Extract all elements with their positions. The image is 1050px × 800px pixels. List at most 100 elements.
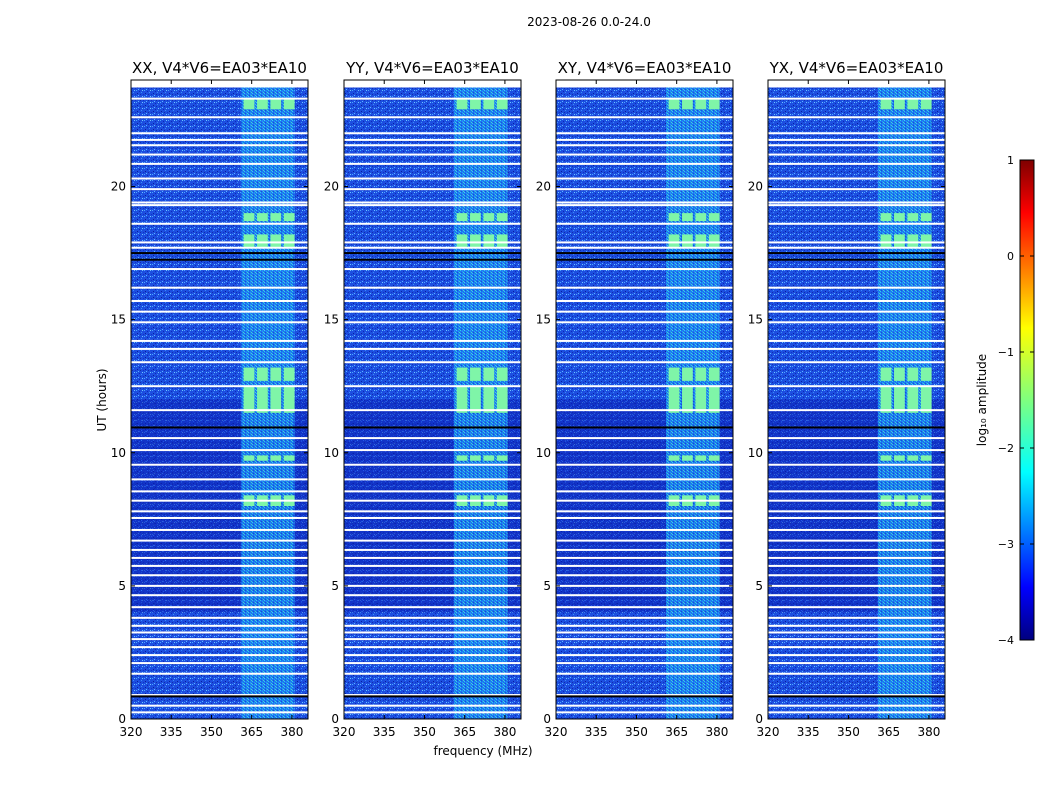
flagged-row: [344, 201, 521, 204]
flagged-row: [768, 711, 945, 714]
y-tick-label: 15: [748, 313, 763, 327]
flagged-row: [131, 574, 308, 577]
colorbar-tick-label: −1: [998, 346, 1014, 359]
black-row: [556, 252, 733, 255]
flagged-row: [768, 79, 945, 88]
flagged-row: [556, 594, 733, 597]
rfi-hotspot: [270, 98, 282, 110]
flagged-row: [768, 132, 945, 135]
flagged-row: [344, 222, 521, 225]
flagged-row: [556, 638, 733, 641]
figure-title: 2023-08-26 0.0-24.0: [527, 15, 651, 29]
rfi-hotspot: [682, 367, 693, 381]
rfi-hotspot: [708, 455, 720, 461]
flagged-row: [344, 499, 521, 502]
rfi-hotspot: [456, 234, 468, 248]
x-tick-label: 350: [837, 725, 860, 739]
rfi-hotspot: [257, 367, 268, 381]
rfi-hotspot: [483, 213, 495, 222]
flagged-row: [131, 299, 308, 302]
y-tick-label: 20: [536, 180, 551, 194]
colorbar-tick-label: −2: [998, 442, 1014, 455]
rfi-hotspot: [243, 213, 255, 222]
flagged-row: [556, 222, 733, 225]
flagged-row: [131, 711, 308, 714]
y-tick-label: 10: [324, 446, 339, 460]
x-tick-label: 335: [585, 725, 608, 739]
x-axis-label: frequency (MHz): [433, 744, 532, 758]
x-tick-label: 350: [200, 725, 223, 739]
x-tick-label: 335: [797, 725, 820, 739]
rfi-hotspot: [243, 98, 255, 110]
black-row: [131, 695, 308, 698]
flagged-row: [131, 437, 308, 440]
rfi-hotspot: [907, 213, 919, 222]
flagged-row: [768, 177, 945, 180]
rfi-hotspot: [708, 98, 720, 110]
rfi-hotspot: [668, 386, 680, 413]
flagged-row: [556, 79, 733, 88]
flagged-row: [131, 79, 308, 88]
black-row: [768, 252, 945, 255]
rfi-hotspot: [682, 213, 693, 222]
rfi-hotspot: [880, 386, 892, 413]
flagged-row: [344, 694, 521, 697]
flagged-row: [768, 437, 945, 440]
flagged-row: [131, 116, 308, 119]
flagged-row: [131, 631, 308, 634]
flagged-row: [556, 246, 733, 249]
colorbar-tick-label: 1: [1007, 154, 1014, 167]
rfi-hotspot: [708, 386, 720, 413]
black-row: [131, 426, 308, 429]
rfi-hotspot: [483, 367, 495, 381]
y-tick-label: 15: [111, 313, 126, 327]
colorbar-tick-label: 0: [1007, 250, 1014, 263]
flagged-row: [556, 201, 733, 204]
black-row: [556, 426, 733, 429]
black-row: [556, 695, 733, 698]
flagged-row: [131, 409, 308, 412]
flagged-row: [344, 584, 521, 587]
panel-xy: XY, V4*V6=EA03*EA10 320 335 350 365 380 0 5 10 15…: [536, 59, 734, 739]
y-tick-label: 0: [118, 712, 126, 726]
rfi-hotspot: [695, 213, 707, 222]
flagged-row: [768, 409, 945, 412]
rfi-hotspot: [668, 455, 680, 461]
rfi-hotspot: [470, 98, 481, 110]
y-tick-label: 20: [111, 180, 126, 194]
flagged-row: [768, 564, 945, 567]
black-row: [768, 258, 945, 261]
flagged-row: [131, 449, 308, 452]
flagged-row: [556, 286, 733, 289]
flagged-row: [344, 662, 521, 665]
rfi-hotspot: [682, 234, 693, 248]
flagged-row: [556, 321, 733, 324]
rfi-hotspot: [695, 98, 707, 110]
flagged-row: [131, 516, 308, 519]
y-tick-label: 0: [331, 712, 339, 726]
flagged-row: [556, 162, 733, 165]
flagged-row: [131, 97, 308, 100]
flagged-row: [768, 510, 945, 513]
black-row: [344, 426, 521, 429]
rfi-hotspot: [920, 367, 932, 381]
flagged-row: [556, 564, 733, 567]
rfi-hotspot: [894, 234, 905, 248]
flagged-row: [131, 539, 308, 542]
rfi-hotspot: [243, 386, 255, 413]
panel-yy: YY, V4*V6=EA03*EA10 320 335 350 365 380 0 5 10 15…: [324, 59, 522, 739]
flagged-row: [768, 556, 945, 559]
flagged-row: [344, 564, 521, 567]
flagged-row: [768, 201, 945, 204]
y-tick-label: 15: [324, 313, 339, 327]
flagged-row: [768, 310, 945, 313]
rfi-hotspot: [920, 455, 932, 461]
flagged-row: [131, 478, 308, 481]
panel-title: XY, V4*V6=EA03*EA10: [558, 59, 732, 77]
flagged-row: [344, 132, 521, 135]
flagged-row: [768, 188, 945, 191]
rfi-hotspot: [283, 213, 295, 222]
y-tick-label: 5: [543, 579, 551, 593]
rfi-hotspot: [456, 455, 468, 461]
